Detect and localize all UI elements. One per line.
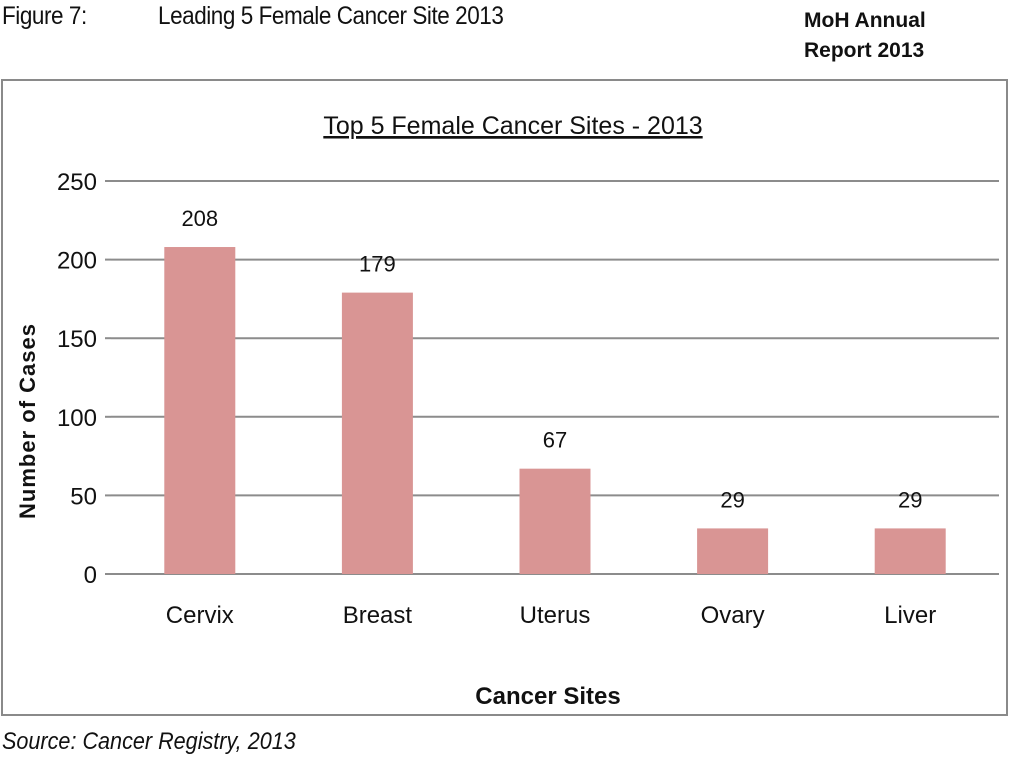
x-tick-label-cervix: Cervix [166,602,234,629]
x-tick-label-ovary: Ovary [701,602,765,629]
bar-chart: Top 5 Female Cancer Sites - 2013 0 50 100 15… [15,112,999,710]
y-tick-label: 0 [84,562,97,589]
data-label-uterus: 67 [543,428,567,453]
bar-liver [874,528,946,574]
y-tick-label: 50 [70,483,97,510]
bar-uterus [519,468,591,574]
labels: Top 5 Female Cancer Sites - 2013 0 50 100 15… [15,112,936,710]
figure-label: Figure 7: [2,2,87,30]
y-axis-label: Number of Cases [15,323,40,519]
y-tick-label: 250 [57,169,97,196]
chart-title: Top 5 Female Cancer Sites - 2013 [323,112,702,140]
y-tick-label: 150 [57,326,97,353]
data-label-breast: 179 [359,252,396,277]
figure-title: Leading 5 Female Cancer Site 2013 [158,2,504,30]
report-badge: MoH Annual Report 2013 [793,2,953,74]
x-tick-label-uterus: Uterus [520,602,591,629]
chart-frame: Top 5 Female Cancer Sites - 2013 0 50 100 15… [1,79,1008,716]
source-note: Source: Cancer Registry, 2013 [2,728,296,755]
bar-breast [341,292,413,574]
report-badge-line-2: Report 2013 [804,39,925,62]
x-axis-label: Cancer Sites [475,683,620,710]
data-label-cervix: 208 [181,206,218,231]
bars [164,247,946,575]
report-badge-line-1: MoH Annual [804,9,926,32]
x-tick-label-breast: Breast [343,602,413,629]
data-label-liver: 29 [898,487,922,512]
y-tick-label: 100 [57,405,97,432]
bar-cervix [164,247,236,575]
x-tick-label-liver: Liver [884,602,936,629]
gridlines [105,180,999,575]
y-tick-label: 200 [57,248,97,275]
data-label-ovary: 29 [720,487,744,512]
bar-ovary [697,528,769,574]
